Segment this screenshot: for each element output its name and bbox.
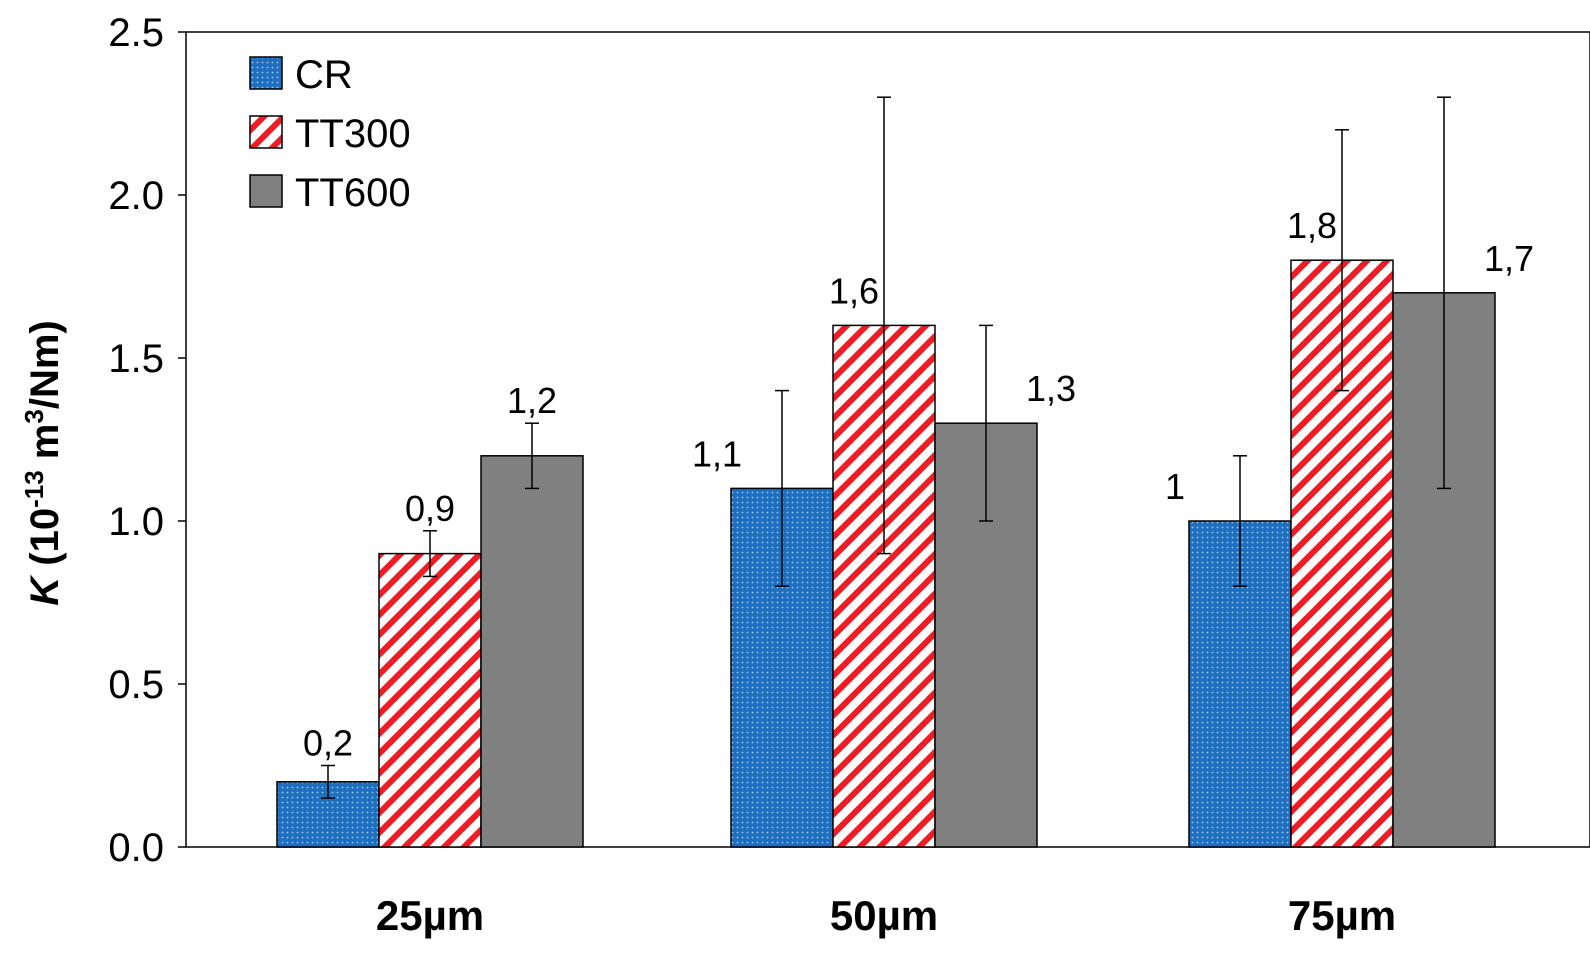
legend-label-cr: CR <box>295 53 353 97</box>
y-axis-label-exponent: -13 <box>19 470 49 508</box>
data-label-tt600: 1,2 <box>507 380 557 421</box>
error-bar-tt300 <box>423 530 437 578</box>
data-label-tt300: 1,6 <box>829 270 879 311</box>
data-label-tt300: 1,8 <box>1287 205 1337 246</box>
data-label-cr: 0,2 <box>303 723 353 764</box>
y-axis-label-unit-exponent: 3 <box>19 409 49 423</box>
x-category-label: 25µm <box>376 892 484 939</box>
bar-tt600 <box>480 455 584 848</box>
y-tick-label: 1.0 <box>108 500 164 544</box>
legend-item-tt300: TT300 <box>249 112 411 156</box>
x-axis-categories: 25µm 50µm 75µm <box>376 892 1396 939</box>
data-labels: 0,2 1,1 1 0,9 1,6 1,8 1,2 1,3 1,7 <box>303 205 1534 763</box>
error-bar-cr <box>775 389 789 587</box>
x-category-label: 50µm <box>830 892 938 939</box>
legend-swatch-cr <box>249 56 283 90</box>
error-bars <box>321 96 1451 799</box>
legend-item-tt600: TT600 <box>249 171 411 215</box>
y-tick-label: 2.0 <box>108 174 164 218</box>
y-tick-label: 0.5 <box>108 663 164 707</box>
error-bar-tt600 <box>979 324 993 522</box>
legend-swatch-tt600 <box>249 174 283 208</box>
y-axis-label: K (10-13 m3/Nm) <box>19 320 67 605</box>
legend-item-cr: CR <box>249 53 353 97</box>
y-axis-ticks: 0.0 0.5 1.0 1.5 2.0 2.5 <box>108 11 186 870</box>
error-bar-tt600 <box>1437 96 1451 490</box>
y-tick-label: 2.5 <box>108 11 164 55</box>
data-label-cr: 1,1 <box>692 433 742 474</box>
y-tick-label: 1.5 <box>108 337 164 381</box>
error-bar-tt300 <box>877 96 891 555</box>
y-axis-label-symbol: K <box>23 574 67 606</box>
error-bar-cr <box>321 764 335 799</box>
y-tick-label: 0.0 <box>108 826 164 870</box>
data-label-tt600: 1,3 <box>1026 368 1076 409</box>
bar-tt300 <box>378 552 482 848</box>
y-axis-label-mid: m <box>23 424 67 471</box>
legend-label-tt300: TT300 <box>295 112 411 156</box>
y-axis-label-prefix: (10 <box>23 508 67 577</box>
legend-label-tt600: TT600 <box>295 171 411 215</box>
error-bar-cr <box>1233 455 1247 587</box>
error-bar-tt600 <box>525 422 539 490</box>
data-label-tt300: 0,9 <box>405 488 455 529</box>
data-label-tt600: 1,7 <box>1484 238 1534 279</box>
x-category-label: 75µm <box>1288 892 1396 939</box>
legend-swatch-tt300 <box>249 115 283 149</box>
error-bar-tt300 <box>1335 129 1349 392</box>
y-axis-label-suffix: /Nm) <box>23 320 67 409</box>
legend: CR TT300 TT600 <box>249 53 411 215</box>
data-label-cr: 1 <box>1165 466 1185 507</box>
